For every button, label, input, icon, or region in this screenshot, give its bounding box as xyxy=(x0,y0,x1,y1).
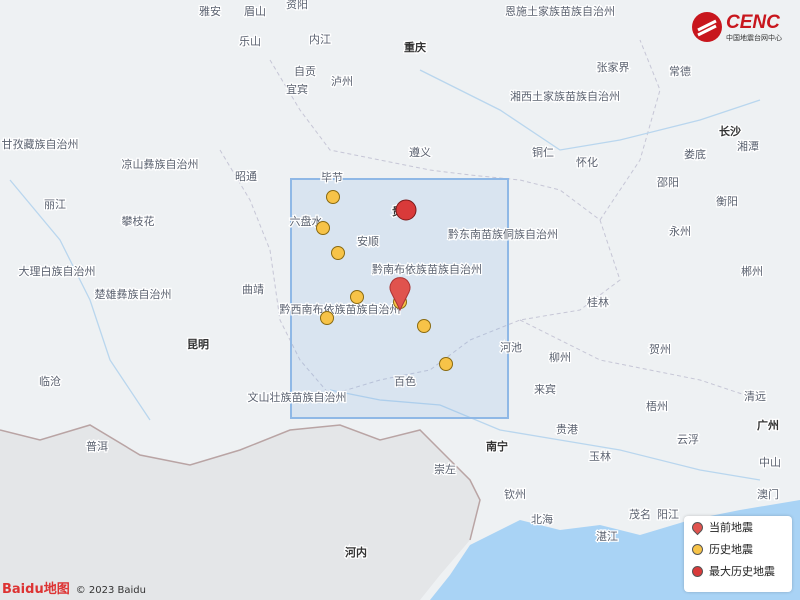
attribution: Baidu地图 © 2023 Baidu xyxy=(2,578,146,597)
province-border xyxy=(219,39,761,401)
place-label: 资阳 xyxy=(286,0,308,11)
place-label: 临沧 xyxy=(39,374,61,388)
place-label: 眉山 xyxy=(244,5,266,18)
place-label: 黔南布依族苗族自治州 xyxy=(372,262,482,276)
historical-quake[interactable] xyxy=(350,290,364,304)
place-label: 安顺 xyxy=(357,234,379,248)
place-label: 长沙 xyxy=(719,124,741,138)
place-label: 贵港 xyxy=(556,423,578,436)
place-label: 泸州 xyxy=(331,75,353,88)
legend-label: 当前地震 xyxy=(709,521,753,534)
place-label: 攀枝花 xyxy=(122,214,155,228)
place-label: 南宁 xyxy=(486,439,508,453)
place-label: 中山 xyxy=(759,456,781,469)
place-label: 怀化 xyxy=(576,155,598,169)
historical-quake[interactable] xyxy=(417,319,431,333)
brand: Baidu地图 xyxy=(2,582,70,597)
place-label: 湛江 xyxy=(596,530,618,543)
place-label: 云浮 xyxy=(677,433,699,446)
place-label: 雅安 xyxy=(199,4,221,18)
place-label: 常德 xyxy=(669,64,691,78)
place-label: 百色 xyxy=(394,374,416,388)
historical-quake[interactable] xyxy=(316,221,330,235)
place-label: 张家界 xyxy=(597,60,630,74)
place-label: 梧州 xyxy=(646,399,668,413)
place-label: 铜仁 xyxy=(532,145,554,159)
historical-quake[interactable] xyxy=(331,246,345,260)
place-label: 遵义 xyxy=(409,145,431,159)
place-label: 广州 xyxy=(757,418,779,432)
place-label: 重庆 xyxy=(404,40,426,54)
place-label: 文山壮族苗族自治州 xyxy=(248,390,347,404)
place-label: 宜宾 xyxy=(286,82,308,96)
place-label: 澳门 xyxy=(757,487,779,501)
historical-quake[interactable] xyxy=(326,190,340,204)
place-label: 乐山 xyxy=(239,35,261,48)
place-label: 贺州 xyxy=(649,343,671,356)
place-label: 六盘水 xyxy=(290,214,323,228)
place-label: 丽江 xyxy=(44,198,66,211)
place-label: 河池 xyxy=(500,341,522,354)
place-label: 毕节 xyxy=(321,171,343,184)
historical-quake[interactable] xyxy=(439,357,453,371)
place-label: 湘西土家族苗族自治州 xyxy=(510,89,620,103)
place-label: 玉林 xyxy=(589,449,611,463)
place-label: 普洱 xyxy=(86,439,108,453)
river xyxy=(9,69,761,481)
place-label: 桂林 xyxy=(587,295,609,309)
place-label: 黔东南苗族侗族自治州 xyxy=(448,227,558,241)
place-label: 阳江 xyxy=(657,508,679,521)
logo-name: CENC xyxy=(726,12,780,33)
place-label: 内江 xyxy=(309,32,331,46)
place-label: 甘孜藏族自治州 xyxy=(2,137,79,151)
place-label: 河内 xyxy=(345,545,367,559)
current-quake[interactable] xyxy=(389,277,411,312)
place-label: 昆明 xyxy=(187,338,209,351)
place-label: 崇左 xyxy=(434,463,456,476)
place-label: 凉山彝族自治州 xyxy=(122,157,199,171)
legend-item: 历史地震 xyxy=(684,538,792,560)
place-label: 楚雄彝族自治州 xyxy=(95,287,172,301)
place-label: 大理白族自治州 xyxy=(19,264,96,278)
place-label: 柳州 xyxy=(549,350,571,364)
copyright: © 2023 Baidu xyxy=(75,585,146,596)
place-label: 黔西南布依族苗族自治州 xyxy=(280,302,401,316)
place-label: 湘潭 xyxy=(737,139,759,153)
place-label: 衡阳 xyxy=(716,195,738,208)
place-label: 永州 xyxy=(669,224,691,238)
legend-item: 当前地震 xyxy=(684,516,792,538)
legend-label: 最大历史地震 xyxy=(709,565,775,578)
place-label: 邵阳 xyxy=(657,176,679,189)
place-label: 曲靖 xyxy=(242,283,264,296)
logo: CENC 中国地震台网中心 xyxy=(690,10,790,46)
legend-label: 历史地震 xyxy=(709,543,753,556)
place-label: 清远 xyxy=(744,390,766,403)
place-label: 娄底 xyxy=(684,147,706,161)
legend: 当前地震 历史地震 最大历史地震 xyxy=(684,516,792,592)
national-border xyxy=(0,424,481,541)
logo-icon xyxy=(692,12,722,42)
historical-quake[interactable] xyxy=(320,311,334,325)
max-historical-quake[interactable] xyxy=(395,199,417,221)
logo-subtitle: 中国地震台网中心 xyxy=(726,34,782,42)
place-label: 北海 xyxy=(531,512,553,526)
place-label: 昭通 xyxy=(235,170,257,183)
place-label: 钦州 xyxy=(504,488,526,501)
place-label: 来宾 xyxy=(534,382,556,396)
foreign-land xyxy=(0,425,480,600)
place-label: 茂名 xyxy=(629,507,651,521)
legend-item: 最大历史地震 xyxy=(684,560,792,582)
place-label: 恩施土家族苗族自治州 xyxy=(505,4,615,18)
place-label: 郴州 xyxy=(741,264,763,278)
place-label: 自贡 xyxy=(294,65,316,78)
